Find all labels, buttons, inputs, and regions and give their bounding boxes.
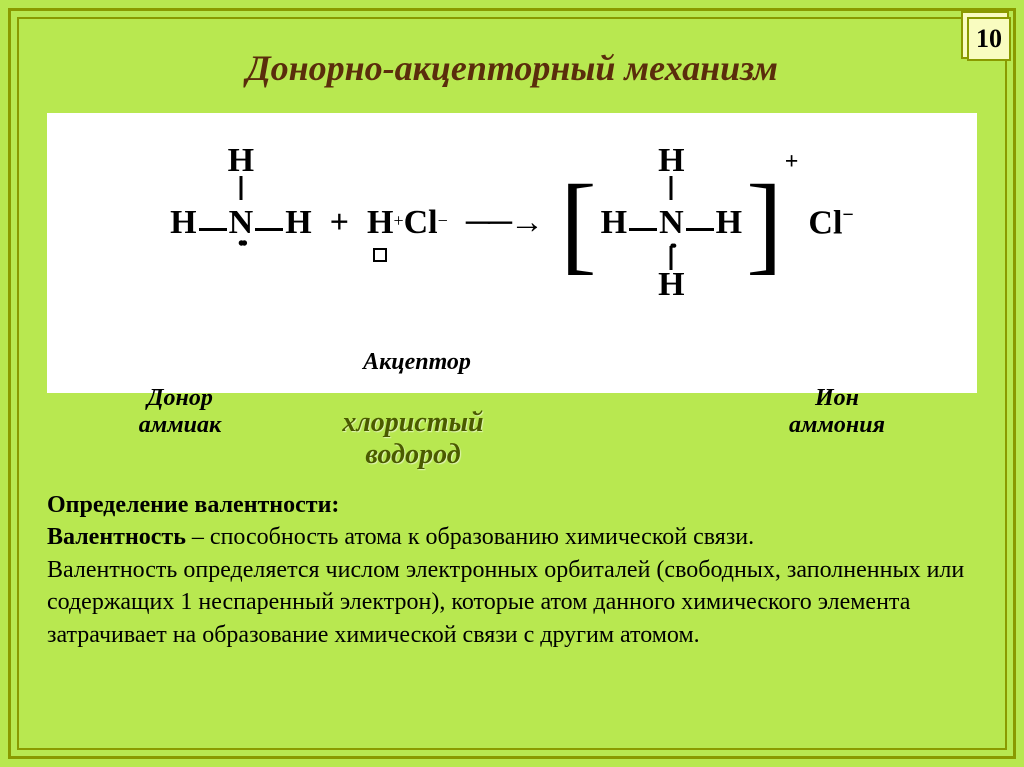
bond-vertical <box>670 176 673 200</box>
bracket-left: [ <box>560 179 597 267</box>
definition-block: Определение валентности: Валентность – с… <box>47 489 977 651</box>
atom-h: H <box>228 142 254 180</box>
bond-horizontal <box>686 228 714 231</box>
label-hcl: хлористый водород <box>303 407 523 471</box>
label-donor-line2: аммиак <box>105 412 255 439</box>
atom-h: H <box>658 142 684 180</box>
definition-body2: Валентность определяется числом электрон… <box>47 554 977 651</box>
atom-n: N <box>659 204 684 241</box>
charge-plus: + <box>785 149 799 176</box>
page-number: 10 <box>967 17 1011 61</box>
bracket-right: ] <box>746 179 783 267</box>
atom-h: H <box>170 204 196 241</box>
label-hcl-line1: хлористый <box>303 407 523 439</box>
atom-cl: Cl <box>808 204 842 241</box>
definition-term: Валентность <box>47 524 186 550</box>
label-acceptor: Акцептор <box>327 349 507 376</box>
inner-border: 10 Донорно-акцепторный механизм H HNH ••… <box>17 17 1007 750</box>
bond-horizontal <box>255 228 283 231</box>
definition-body1: – способность атома к образованию химиче… <box>186 524 754 550</box>
bond-horizontal <box>629 228 657 231</box>
label-acceptor-line1: Акцептор <box>327 349 507 376</box>
atom-cl: Cl <box>404 204 438 241</box>
charge-minus: − <box>842 204 853 226</box>
atom-h: H <box>285 204 311 241</box>
atom-h: H <box>367 204 393 241</box>
label-ion: Ион аммония <box>757 385 917 439</box>
plus-sign: + <box>330 204 349 242</box>
bond-vertical <box>239 176 242 200</box>
definition-heading: Определение валентности: <box>47 489 977 521</box>
reaction-diagram: H HNH •• + H+Cl− ──→ [ <box>47 113 977 393</box>
atom-h: H <box>601 204 627 241</box>
label-donor: Донор аммиак <box>105 385 255 439</box>
charge-plus: + <box>393 211 403 231</box>
label-donor-line1: Донор <box>105 385 255 412</box>
lone-pair: •• <box>238 233 244 256</box>
molecule-ammonia: H HNH •• <box>170 204 311 242</box>
chloride-ion: Cl− <box>808 204 853 242</box>
molecule-hcl: H+Cl− <box>367 204 448 242</box>
label-ion-line1: Ион <box>757 385 917 412</box>
bond-horizontal <box>199 228 227 231</box>
molecule-ammonium: [ H HNH •• H ] + <box>560 179 798 267</box>
page-number-box: 10 <box>961 11 1013 63</box>
label-hcl-line2: водород <box>303 439 523 471</box>
reaction-row: H HNH •• + H+Cl− ──→ [ <box>47 143 977 303</box>
slide: 10 Донорно-акцепторный механизм H HNH ••… <box>0 0 1024 767</box>
atom-h: H <box>658 266 684 304</box>
reaction-arrow: ──→ <box>466 204 542 242</box>
atom-h: H <box>716 204 742 241</box>
label-ion-line2: аммония <box>757 412 917 439</box>
charge-minus: − <box>438 211 448 231</box>
page-title: Донорно-акцепторный механизм <box>47 47 977 89</box>
outer-border: 10 Донорно-акцепторный механизм H HNH ••… <box>8 8 1016 759</box>
definition-text: Валентность – способность атома к образо… <box>47 521 977 553</box>
empty-orbital-icon <box>373 248 387 262</box>
nh4-core: H HNH •• H <box>601 204 742 242</box>
